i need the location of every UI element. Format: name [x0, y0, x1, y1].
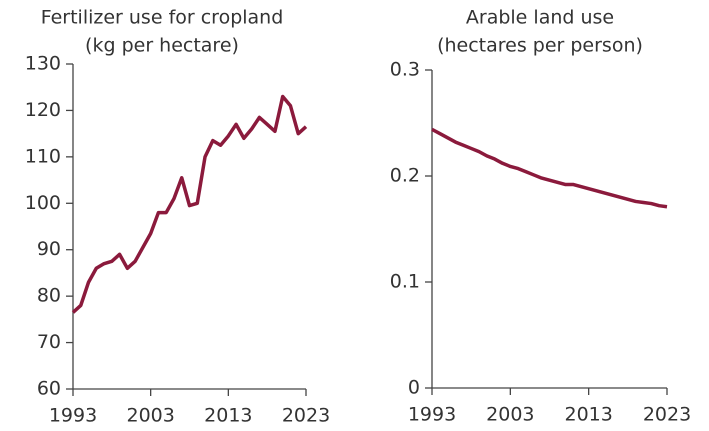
x-tick-label: 2023 — [282, 405, 330, 427]
line — [431, 127, 668, 209]
y-tick-label: 130 — [25, 53, 61, 75]
y-tick-label: 0.2 — [390, 165, 420, 187]
chart-subtitle: (kg per hectare) — [85, 35, 239, 57]
y-tick-label: 100 — [25, 192, 61, 214]
chart-title: Fertilizer use for cropland — [41, 7, 284, 29]
x-tick-label: 2023 — [643, 404, 691, 426]
y-tick-label: 70 — [37, 331, 61, 353]
x-tick-label: 2003 — [486, 404, 534, 426]
y-tick-label: 0.3 — [390, 59, 420, 81]
y-tick-label: 110 — [25, 145, 61, 167]
x-tick-label: 1993 — [49, 405, 97, 427]
x-tick-label: 2003 — [126, 405, 174, 427]
y-tick-label: 120 — [25, 99, 61, 121]
chart-subtitle: (hectares per person) — [437, 35, 643, 57]
chart-title: Arable land use — [466, 7, 614, 29]
x-tick-label: 2013 — [564, 404, 612, 426]
x-tick-label: 2013 — [204, 405, 252, 427]
x-tick-label: 1993 — [408, 404, 456, 426]
y-tick-label: 0 — [408, 377, 420, 399]
y-tick-label: 80 — [37, 285, 61, 307]
y-tick-label: 90 — [37, 238, 61, 260]
y-tick-label: 0.1 — [390, 271, 420, 293]
line — [71, 94, 308, 314]
y-tick-label: 60 — [37, 378, 61, 400]
